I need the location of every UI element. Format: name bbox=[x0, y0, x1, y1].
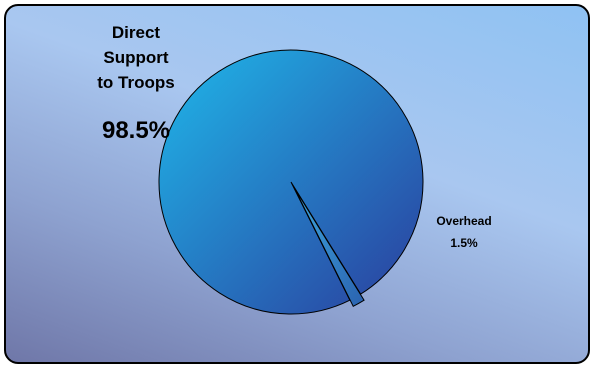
slice-label-direct-support: Direct Support to Troops bbox=[76, 20, 196, 95]
pie-slice-direct-support bbox=[158, 49, 424, 315]
slice-label-line: to Troops bbox=[97, 73, 175, 92]
slice-label-overhead: Overhead bbox=[436, 214, 492, 228]
slice-label-line: Support bbox=[103, 48, 169, 67]
pie-chart bbox=[158, 49, 424, 315]
slice-label-line: Direct bbox=[111, 23, 161, 42]
chart-frame: Direct Support to Troops 98.5% Overhead … bbox=[4, 4, 590, 364]
pie-slice-overhead bbox=[293, 187, 365, 307]
slice-value-overhead: 1.5% bbox=[450, 236, 478, 250]
slice-value-direct-support: 98.5% bbox=[101, 117, 171, 144]
